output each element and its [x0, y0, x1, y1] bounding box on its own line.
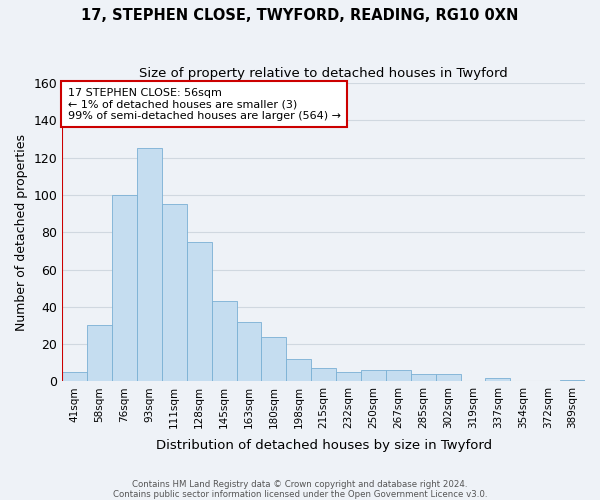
Bar	[187, 242, 212, 382]
Bar	[87, 326, 112, 382]
Bar	[62, 372, 87, 382]
Bar	[386, 370, 411, 382]
Bar	[485, 378, 511, 382]
Text: Contains HM Land Registry data © Crown copyright and database right 2024.
Contai: Contains HM Land Registry data © Crown c…	[113, 480, 487, 499]
Bar	[361, 370, 386, 382]
Bar	[411, 374, 436, 382]
Y-axis label: Number of detached properties: Number of detached properties	[15, 134, 28, 330]
Bar	[336, 372, 361, 382]
Bar	[112, 195, 137, 382]
Bar	[436, 374, 461, 382]
Bar	[236, 322, 262, 382]
Bar	[262, 336, 286, 382]
Title: Size of property relative to detached houses in Twyford: Size of property relative to detached ho…	[139, 68, 508, 80]
Bar	[162, 204, 187, 382]
Text: 17, STEPHEN CLOSE, TWYFORD, READING, RG10 0XN: 17, STEPHEN CLOSE, TWYFORD, READING, RG1…	[82, 8, 518, 22]
Bar	[137, 148, 162, 382]
Bar	[560, 380, 585, 382]
Text: 17 STEPHEN CLOSE: 56sqm
← 1% of detached houses are smaller (3)
99% of semi-deta: 17 STEPHEN CLOSE: 56sqm ← 1% of detached…	[68, 88, 341, 120]
Bar	[212, 301, 236, 382]
Bar	[286, 359, 311, 382]
X-axis label: Distribution of detached houses by size in Twyford: Distribution of detached houses by size …	[155, 440, 492, 452]
Bar	[311, 368, 336, 382]
